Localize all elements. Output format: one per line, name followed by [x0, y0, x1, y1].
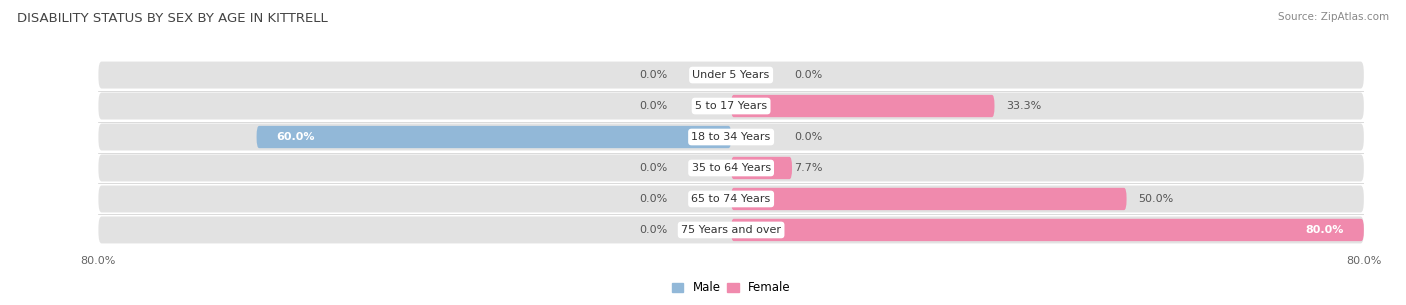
Text: Source: ZipAtlas.com: Source: ZipAtlas.com	[1278, 12, 1389, 22]
Text: 50.0%: 50.0%	[1139, 194, 1174, 204]
Text: Under 5 Years: Under 5 Years	[693, 70, 769, 80]
FancyBboxPatch shape	[731, 157, 792, 179]
Text: 35 to 64 Years: 35 to 64 Years	[692, 163, 770, 173]
FancyBboxPatch shape	[98, 124, 1364, 150]
FancyBboxPatch shape	[731, 188, 1126, 210]
FancyBboxPatch shape	[256, 126, 731, 148]
FancyBboxPatch shape	[98, 217, 1364, 243]
Text: 0.0%: 0.0%	[640, 225, 668, 235]
Text: 18 to 34 Years: 18 to 34 Years	[692, 132, 770, 142]
FancyBboxPatch shape	[731, 219, 1364, 241]
Text: 5 to 17 Years: 5 to 17 Years	[695, 101, 768, 111]
FancyBboxPatch shape	[731, 95, 994, 117]
Text: 0.0%: 0.0%	[794, 70, 823, 80]
Text: 0.0%: 0.0%	[794, 132, 823, 142]
Legend: Male, Female: Male, Female	[666, 276, 796, 299]
FancyBboxPatch shape	[98, 155, 1364, 181]
FancyBboxPatch shape	[98, 92, 1364, 120]
Text: 75 Years and over: 75 Years and over	[681, 225, 782, 235]
Text: 60.0%: 60.0%	[277, 132, 315, 142]
Text: DISABILITY STATUS BY SEX BY AGE IN KITTRELL: DISABILITY STATUS BY SEX BY AGE IN KITTR…	[17, 12, 328, 25]
Text: 0.0%: 0.0%	[640, 70, 668, 80]
Text: 7.7%: 7.7%	[794, 163, 823, 173]
Text: 0.0%: 0.0%	[640, 163, 668, 173]
FancyBboxPatch shape	[98, 185, 1364, 213]
Text: 0.0%: 0.0%	[640, 101, 668, 111]
Text: 65 to 74 Years: 65 to 74 Years	[692, 194, 770, 204]
FancyBboxPatch shape	[98, 62, 1364, 88]
Text: 0.0%: 0.0%	[640, 194, 668, 204]
Text: 33.3%: 33.3%	[1007, 101, 1042, 111]
Text: 80.0%: 80.0%	[1306, 225, 1344, 235]
